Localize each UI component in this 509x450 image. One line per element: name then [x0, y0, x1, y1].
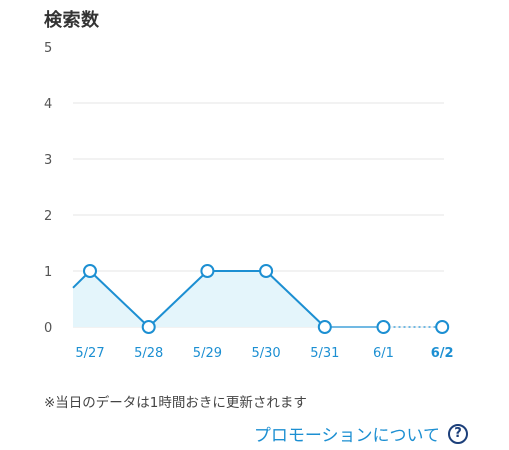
question-circle-icon[interactable]: ? — [448, 423, 468, 444]
y-tick-label: 4 — [44, 97, 52, 112]
x-tick-label: 5/30 — [251, 346, 280, 361]
y-tick-label: 2 — [44, 209, 52, 224]
x-tick-label: 6/1 — [373, 346, 394, 361]
search-count-chart: 0 1 2 3 4 5 5/27 5/28 5/29 5/30 5/31 6/1 6/2 — [44, 41, 454, 361]
series-segment — [265, 270, 326, 328]
series-segment — [148, 270, 209, 328]
data-point-marker[interactable] — [83, 264, 97, 278]
series-segment — [89, 270, 150, 328]
x-tick-label: 6/2 — [431, 346, 454, 361]
x-axis-ticks: 5/27 5/28 5/29 5/30 5/31 6/1 6/2 — [75, 346, 453, 361]
y-tick-label: 3 — [44, 153, 52, 168]
chart-data-points — [83, 264, 450, 334]
update-note: ※当日のデータは1時間おきに更新されます — [44, 395, 307, 411]
y-axis-ticks: 0 1 2 3 4 5 — [44, 41, 52, 336]
y-tick-label: 0 — [44, 321, 52, 336]
data-point-marker[interactable] — [259, 264, 274, 278]
data-point-marker[interactable] — [435, 320, 450, 334]
y-tick-label: 5 — [44, 41, 52, 56]
x-tick-label: 5/29 — [193, 346, 222, 361]
promotion-link-label: プロモーションについて — [253, 426, 440, 446]
x-tick-label: 5/28 — [134, 346, 163, 361]
y-tick-label: 1 — [44, 265, 52, 280]
chart-title: 検索数 — [44, 10, 100, 31]
data-point-marker[interactable] — [376, 320, 391, 334]
x-tick-label: 5/31 — [310, 346, 339, 361]
chart-area-fill — [73, 271, 325, 327]
chart-series-lines — [72, 270, 443, 328]
promotion-link[interactable]: プロモーションについて ? — [254, 421, 468, 446]
data-point-marker[interactable] — [317, 320, 332, 334]
data-point-marker[interactable] — [200, 264, 215, 278]
data-point-marker[interactable] — [141, 320, 156, 334]
x-tick-label: 5/27 — [75, 346, 104, 361]
